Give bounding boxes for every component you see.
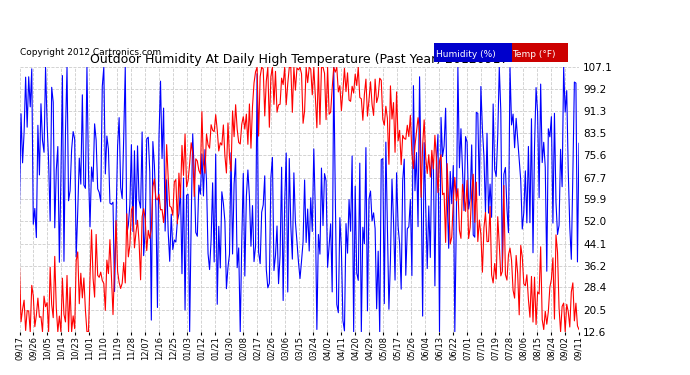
FancyBboxPatch shape [433,44,512,62]
Text: Copyright 2012 Cartronics.com: Copyright 2012 Cartronics.com [19,48,161,57]
Text: Temp (°F): Temp (°F) [513,50,556,59]
FancyBboxPatch shape [512,44,568,62]
Title: Outdoor Humidity At Daily High Temperature (Past Year) 20120917: Outdoor Humidity At Daily High Temperatu… [90,53,509,66]
Text: Humidity (%): Humidity (%) [436,50,496,59]
